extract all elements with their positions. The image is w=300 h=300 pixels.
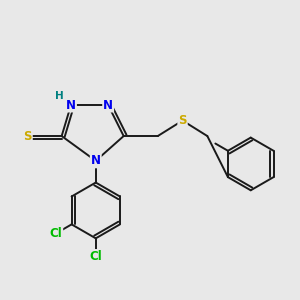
Text: N: N (91, 154, 101, 167)
Text: N: N (103, 99, 113, 112)
Text: Cl: Cl (50, 227, 62, 240)
Text: Cl: Cl (89, 250, 102, 263)
Text: H: H (55, 92, 64, 101)
Text: S: S (23, 130, 32, 142)
Text: N: N (66, 99, 76, 112)
Text: S: S (178, 114, 187, 127)
